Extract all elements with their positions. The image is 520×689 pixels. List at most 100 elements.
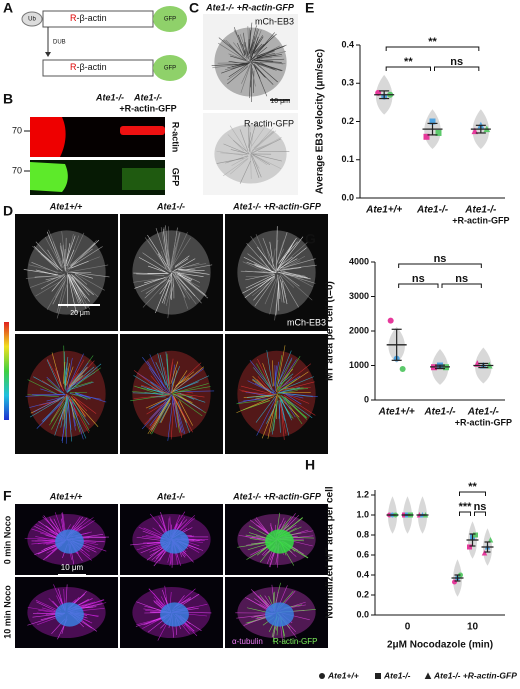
filament (279, 241, 298, 262)
construct-label: R-β-actin (70, 62, 107, 72)
filament (171, 394, 178, 428)
filament (68, 275, 77, 313)
filament (276, 232, 288, 265)
filament (239, 129, 249, 152)
filament (267, 395, 277, 439)
filament (150, 381, 166, 394)
filament (66, 249, 75, 267)
filament (141, 542, 165, 547)
x-tick-label: Ate1-/- (423, 407, 456, 418)
significance-label: ** (404, 56, 413, 68)
panel-header: Ate1-/- +R-actin-GFP (205, 2, 295, 12)
filament (133, 375, 163, 394)
filament (229, 125, 247, 152)
filament (64, 362, 68, 389)
column-header: Ate1-/- (156, 491, 185, 501)
filament (56, 283, 68, 319)
y-axis-label: Average EB3 velocity (μm/sec) (315, 49, 326, 194)
filament (243, 32, 247, 55)
filament (266, 404, 277, 424)
filament (257, 358, 273, 390)
filament (240, 385, 274, 395)
filament (279, 399, 287, 434)
filament (67, 363, 102, 393)
x-tick-label: Ate1+/+ (365, 205, 402, 216)
filament (255, 265, 277, 273)
channel-label: α-tubulin (232, 637, 263, 646)
filament (46, 276, 66, 310)
filament (65, 363, 70, 387)
filament (158, 394, 172, 417)
filament (69, 393, 91, 400)
filament (163, 226, 171, 270)
filament (173, 375, 210, 393)
filament (37, 538, 57, 542)
filament (276, 356, 301, 392)
filament (245, 273, 276, 289)
filament (148, 397, 169, 410)
filament (247, 253, 273, 272)
filament (252, 154, 271, 165)
filament (67, 274, 82, 302)
filament (247, 597, 269, 611)
filament (162, 228, 169, 265)
band (120, 126, 165, 135)
filament (46, 359, 61, 388)
replicate-point (452, 579, 457, 585)
filament (70, 246, 103, 267)
replicate-point (481, 550, 488, 556)
y-tick-label: 0.2 (356, 589, 369, 599)
filament (69, 367, 88, 387)
filament (66, 366, 74, 386)
filament (254, 277, 276, 307)
filament (233, 29, 251, 63)
filament (36, 401, 64, 429)
filament (66, 240, 97, 273)
filament (150, 398, 169, 409)
filament (211, 63, 247, 66)
filament (228, 61, 246, 64)
band (30, 162, 68, 192)
filament (285, 394, 302, 405)
replicate-point (435, 129, 442, 136)
blot-label: R-actin (171, 122, 181, 153)
y-tick-label: 0.4 (341, 39, 354, 49)
filament (35, 241, 61, 270)
filament (144, 274, 171, 299)
filament (241, 400, 270, 412)
micrograph (120, 214, 223, 331)
enzyme-label: DUB (53, 40, 66, 46)
nucleus (55, 529, 84, 554)
filament (280, 400, 290, 436)
mw-marker: 70 (12, 125, 22, 135)
filament (222, 158, 248, 177)
filament (283, 388, 309, 391)
cell (27, 350, 106, 438)
filament (244, 41, 249, 59)
filament (252, 70, 255, 94)
y-tick-label: 1.0 (356, 509, 369, 519)
filament (239, 160, 251, 184)
filament (280, 271, 306, 277)
filament (45, 236, 63, 269)
filament (170, 361, 179, 384)
significance-label: ** (428, 36, 437, 48)
y-tick-label: 0.0 (356, 609, 369, 619)
filament (264, 279, 277, 305)
y-tick-label: 2000 (349, 325, 369, 335)
filament (244, 275, 275, 299)
filament (63, 345, 66, 389)
filament (220, 152, 247, 156)
filament (251, 50, 274, 62)
band (30, 117, 66, 157)
filament (233, 42, 248, 61)
filament (147, 234, 172, 273)
filament (249, 538, 268, 542)
filament (63, 248, 66, 266)
filament (66, 264, 109, 273)
filament (176, 275, 202, 304)
filament (138, 257, 166, 273)
filament (256, 363, 272, 390)
filament (34, 525, 58, 539)
legend-label: Ate1-/- (383, 670, 411, 680)
